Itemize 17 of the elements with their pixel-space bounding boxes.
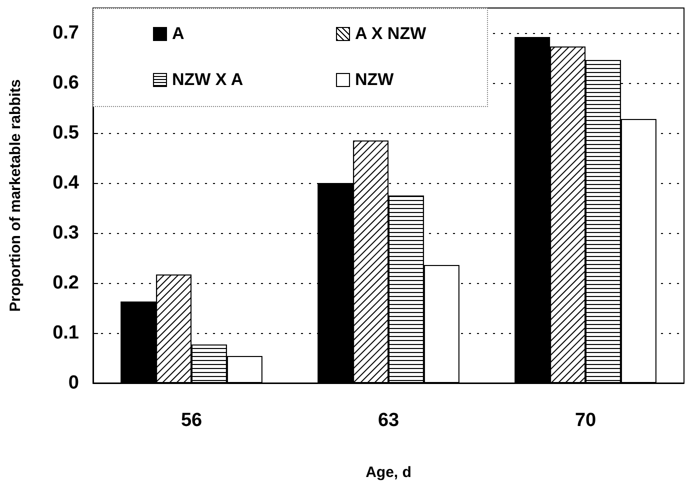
legend-label: NZW (355, 70, 394, 90)
y-tick-label: 0.5 (52, 122, 80, 144)
y-tick-label: 0.7 (52, 22, 79, 44)
x-tick-label: 63 (378, 410, 400, 431)
y-tick-label: 0 (68, 372, 79, 394)
y-tick-label: 0.1 (52, 322, 80, 344)
y-tick-label: 0.3 (52, 222, 79, 244)
y-tick-label: 0.6 (52, 72, 79, 94)
legend-label: A X NZW (355, 24, 426, 44)
legend-label: A (172, 24, 184, 44)
y-axis-title: Proportion of marketable rabbits (7, 79, 24, 312)
x-axis-title: Age, d (366, 464, 412, 481)
x-tick-label: 56 (180, 410, 202, 431)
y-tick-label: 0.2 (52, 272, 79, 294)
x-tick-label: 70 (574, 410, 596, 431)
legend-label: NZW X A (172, 70, 244, 90)
y-tick-label: 0.4 (52, 172, 80, 194)
